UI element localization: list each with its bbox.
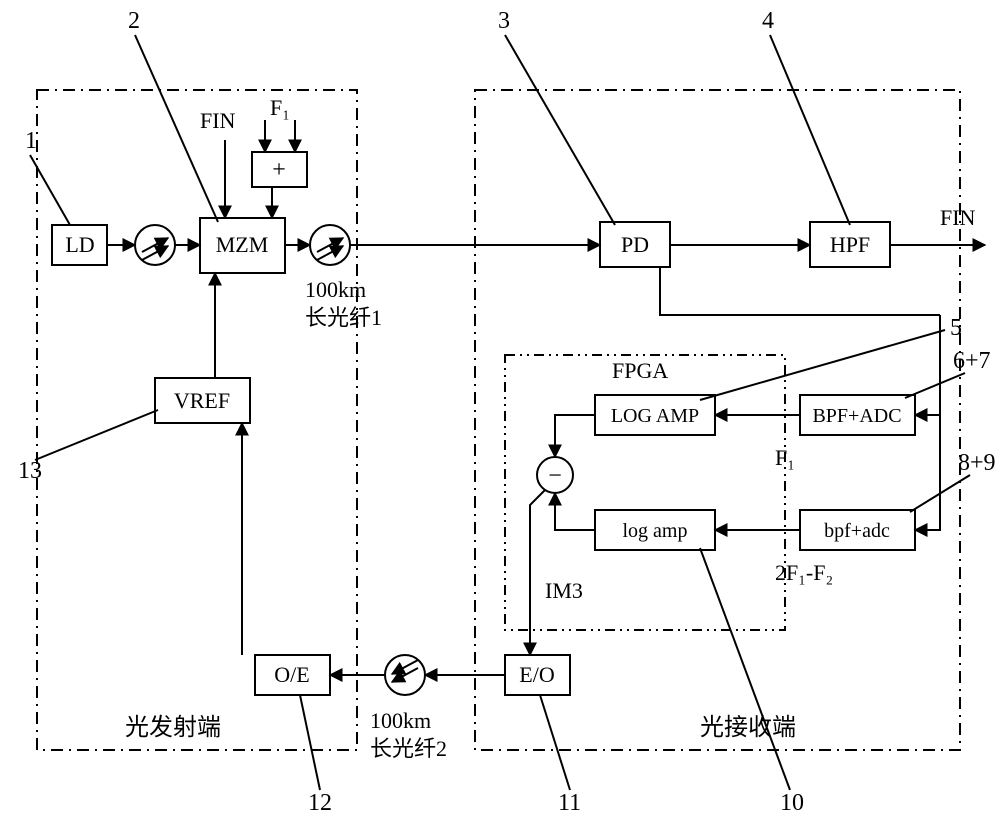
callout-1: 1 (25, 128, 37, 154)
fiber1-b: 长光纤1 (305, 305, 382, 330)
callout-4: 4 (762, 8, 774, 34)
fin-in-label: FIN (200, 108, 236, 133)
lead-5 (700, 330, 945, 400)
lead-13 (35, 410, 158, 460)
hpf-label: HPF (830, 232, 870, 257)
wire-logbot-sub (555, 493, 595, 530)
callout-10: 10 (780, 790, 804, 816)
bpf-adc-bot-label: bpf+adc (824, 520, 890, 542)
fiber2-b: 长光纤2 (370, 736, 447, 761)
callout-2: 2 (128, 8, 140, 34)
wire-sub-eo (530, 490, 545, 655)
fiber1-a: 100km (305, 277, 366, 302)
fin-out-label: FIN (940, 205, 976, 230)
wire-logtop-sub (555, 415, 595, 457)
f2-tap-label: 2F₁-F₂ (775, 560, 833, 585)
lead-4 (770, 35, 850, 225)
callout-13: 13 (18, 458, 42, 484)
plus-label: + (272, 157, 286, 183)
oe-label: O/E (274, 662, 309, 687)
log-amp-top-label: LOG AMP (611, 405, 699, 427)
f1-in-label: F₁ (270, 95, 290, 120)
eo-label: E/O (519, 662, 554, 687)
rx-label: 光接收端 (700, 714, 796, 741)
subtract-node: − (537, 457, 573, 493)
pd-label: PD (621, 232, 649, 257)
mzm-label: MZM (216, 232, 269, 257)
bpf-adc-top-label: BPF+ADC (812, 405, 901, 427)
im3-label: IM3 (545, 578, 583, 603)
isolator-1 (135, 225, 175, 265)
vref-label: VREF (174, 388, 230, 413)
callout-5: 5 (950, 315, 962, 341)
isolator-2 (310, 225, 350, 265)
callout-3: 3 (498, 8, 510, 34)
callout-67: 6+7 (953, 348, 991, 374)
lead-12 (300, 695, 320, 790)
lead-11 (540, 695, 570, 790)
isolator-3 (385, 655, 425, 695)
wire-bus-bpftop (915, 315, 940, 415)
lead-1 (30, 155, 70, 225)
ld-label: LD (65, 232, 94, 257)
fiber2-a: 100km (370, 708, 431, 733)
wire-bus-bpfbot (915, 415, 940, 530)
callout-11: 11 (558, 790, 581, 816)
tx-label: 光发射端 (125, 714, 221, 741)
lead-67 (905, 373, 965, 398)
log-amp-bot-label: log amp (623, 520, 688, 542)
wire-pd-down (660, 267, 940, 315)
callout-89: 8+9 (958, 450, 996, 476)
svg-text:−: − (548, 463, 562, 489)
fpga-label: FPGA (612, 358, 668, 383)
lead-3 (505, 35, 615, 225)
f1-tap-label: F₁ (775, 445, 795, 470)
callout-12: 12 (308, 790, 332, 816)
